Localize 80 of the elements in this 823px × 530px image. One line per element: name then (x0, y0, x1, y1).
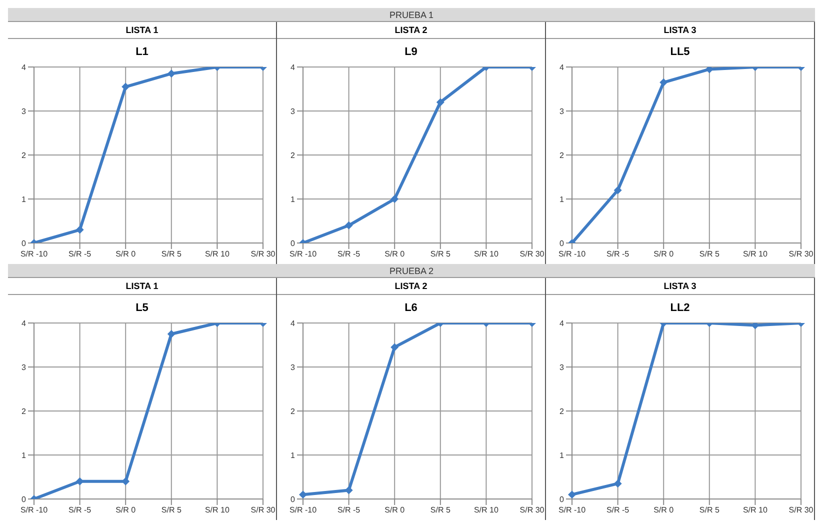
text: LISTA 1 (8, 278, 276, 295)
x-tick-label: S/R 5 (161, 506, 182, 515)
x-tick-label: S/R -5 (337, 250, 361, 259)
x-tick-label: S/R 5 (161, 250, 182, 259)
chart-title: L9 (404, 45, 418, 60)
x-tick-label: S/R -10 (558, 506, 586, 515)
y-tick-label: 2 (560, 406, 565, 416)
x-tick-label: S/R 5 (699, 506, 720, 515)
y-tick-label: 4 (290, 62, 296, 72)
x-tick-label: S/R -5 (606, 506, 630, 515)
x-tick-label: S/R -10 (20, 250, 48, 259)
x-tick-label: S/R 5 (699, 250, 720, 259)
chart-title: LL2 (669, 301, 691, 316)
x-tick-label: S/R 10 (474, 250, 499, 259)
text: LISTA 3 (546, 278, 814, 295)
x-tick-label: S/R 0 (654, 250, 674, 259)
chart-title: L6 (404, 301, 418, 316)
x-tick-label: S/R 30 (250, 250, 276, 259)
chart-title: L1 (134, 45, 150, 60)
x-tick-label: S/R -5 (606, 250, 630, 259)
y-tick-label: 1 (560, 194, 565, 204)
y-tick-label: 3 (560, 362, 565, 372)
x-tick-label: S/R 0 (384, 250, 406, 259)
y-tick-label: 3 (290, 362, 296, 372)
y-tick-label: 1 (290, 194, 296, 204)
x-tick-label: S/R 10 (742, 250, 768, 259)
y-tick-label: 4 (560, 318, 565, 328)
y-tick-label: 2 (290, 150, 296, 160)
y-tick-label: 2 (22, 150, 27, 160)
text: LISTA 2 (277, 22, 545, 39)
text: LISTA 3 (546, 22, 814, 39)
y-tick-label: 3 (560, 106, 565, 116)
y-tick-label: 2 (22, 406, 27, 416)
y-tick-label: 0 (290, 494, 296, 504)
y-tick-label: 4 (22, 62, 27, 72)
x-tick-label: S/R 10 (204, 250, 230, 259)
y-tick-label: 1 (560, 450, 565, 460)
y-tick-label: 0 (22, 494, 27, 504)
chart-title: L5 (134, 301, 150, 316)
x-tick-label: S/R -5 (337, 506, 361, 515)
y-tick-label: 0 (22, 238, 27, 248)
x-tick-label: S/R 10 (204, 506, 230, 515)
x-tick-label: S/R 0 (654, 506, 674, 515)
x-tick-label: S/R 30 (520, 250, 545, 259)
x-tick-label: S/R -10 (558, 250, 586, 259)
x-tick-label: S/R 0 (116, 250, 136, 259)
y-tick-label: 3 (22, 362, 27, 372)
header-strip: PRUEBA 2 (8, 264, 815, 278)
text: LISTA 2 (277, 278, 545, 295)
y-tick-label: 2 (560, 150, 565, 160)
header-strip: PRUEBA 1 (8, 8, 815, 22)
y-tick-label: 2 (290, 406, 296, 416)
x-tick-label: S/R 0 (384, 506, 406, 515)
x-tick-label: S/R -10 (289, 506, 318, 515)
y-tick-label: 4 (290, 318, 296, 328)
x-tick-label: S/R 10 (474, 506, 499, 515)
x-tick-label: S/R 0 (116, 506, 136, 515)
y-tick-label: 3 (22, 106, 27, 116)
x-tick-label: S/R 30 (788, 506, 814, 515)
x-tick-label: S/R -5 (68, 250, 92, 259)
y-tick-label: 0 (560, 494, 565, 504)
x-tick-label: S/R 5 (430, 250, 451, 259)
y-tick-label: 3 (290, 106, 296, 116)
x-tick-label: S/R -10 (289, 250, 318, 259)
y-tick-label: 1 (22, 194, 27, 204)
y-tick-label: 1 (22, 450, 27, 460)
x-tick-label: S/R 30 (250, 506, 276, 515)
text: LISTA 1 (8, 22, 276, 39)
y-tick-label: 4 (560, 62, 565, 72)
x-tick-label: S/R 10 (742, 506, 768, 515)
x-tick-label: S/R -10 (20, 506, 48, 515)
x-tick-label: S/R 30 (788, 250, 814, 259)
y-tick-label: 4 (22, 318, 27, 328)
x-tick-label: S/R -5 (68, 506, 92, 515)
y-tick-label: 0 (560, 238, 565, 248)
chart-title: LL5 (669, 45, 691, 60)
x-tick-label: S/R 5 (430, 506, 451, 515)
x-tick-label: S/R 30 (520, 506, 545, 515)
y-tick-label: 0 (290, 238, 296, 248)
y-tick-label: 1 (290, 450, 296, 460)
